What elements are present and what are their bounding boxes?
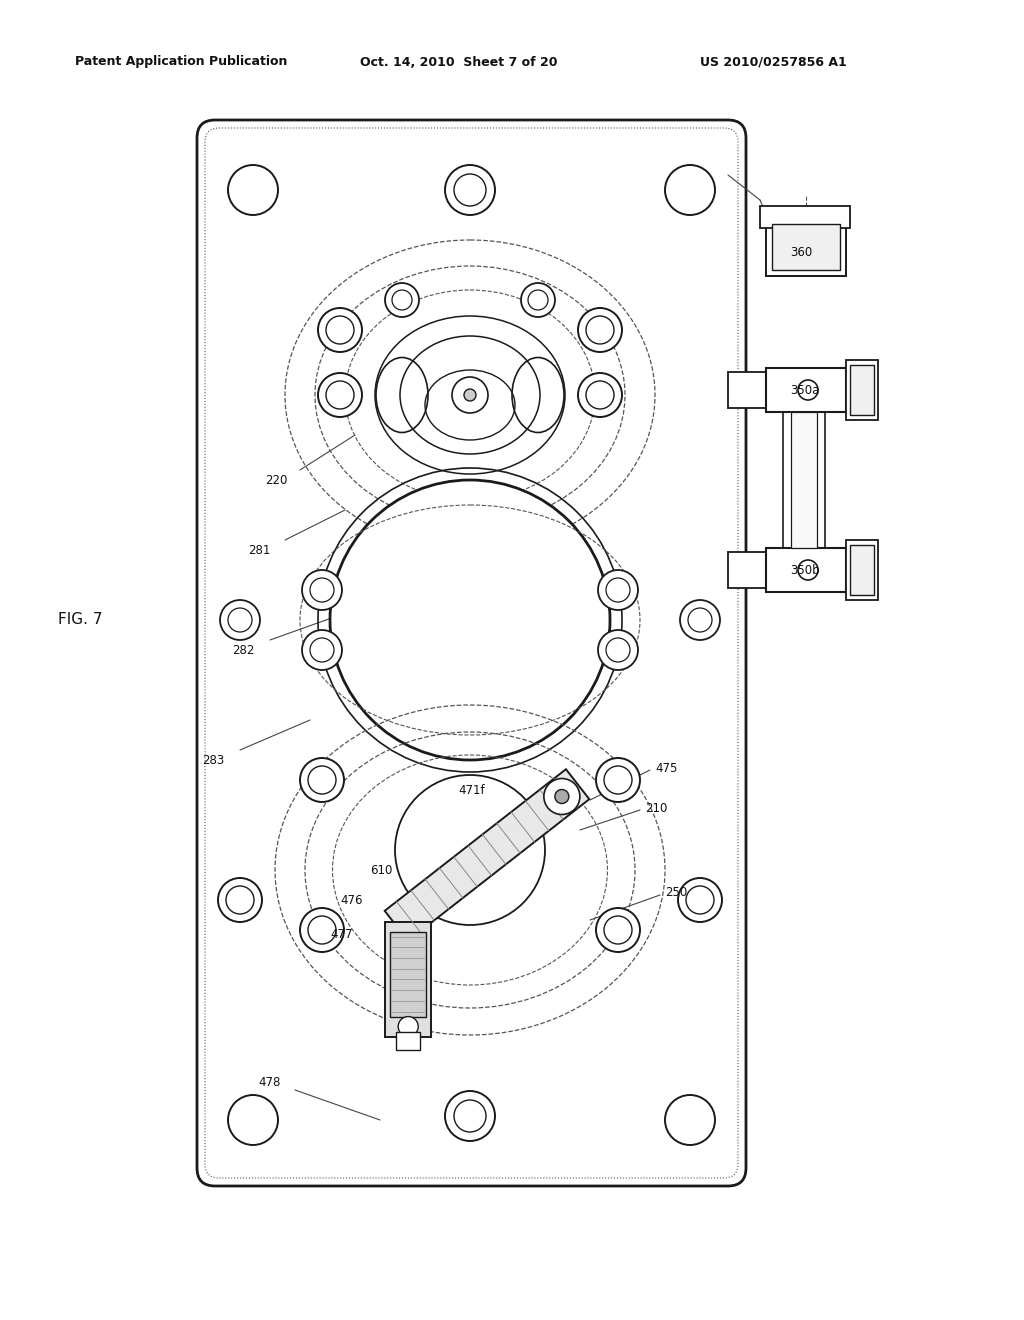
Circle shape — [798, 560, 818, 579]
Text: 360: 360 — [790, 246, 812, 259]
Circle shape — [302, 570, 342, 610]
Circle shape — [464, 389, 476, 401]
Text: 471f: 471f — [458, 784, 484, 796]
Bar — [728, 552, 766, 587]
Circle shape — [604, 916, 632, 944]
Text: 350b: 350b — [790, 564, 819, 577]
Circle shape — [220, 601, 260, 640]
Circle shape — [398, 1016, 418, 1036]
Circle shape — [578, 308, 622, 352]
Circle shape — [578, 374, 622, 417]
Bar — [846, 540, 878, 601]
Text: 210: 210 — [645, 801, 668, 814]
Bar — [728, 372, 766, 408]
Circle shape — [385, 282, 419, 317]
Text: 250: 250 — [665, 887, 687, 899]
Bar — [766, 548, 846, 591]
Circle shape — [452, 378, 488, 413]
Bar — [390, 932, 426, 1016]
Bar — [766, 218, 846, 276]
Circle shape — [604, 766, 632, 795]
Circle shape — [521, 282, 555, 317]
Circle shape — [598, 630, 638, 671]
Bar — [850, 366, 874, 414]
Bar — [850, 545, 874, 595]
Text: 220: 220 — [265, 474, 288, 487]
Text: FIG. 7: FIG. 7 — [58, 612, 102, 627]
Text: 475: 475 — [655, 762, 677, 775]
Circle shape — [678, 878, 722, 921]
Circle shape — [454, 1100, 486, 1133]
Text: Patent Application Publication: Patent Application Publication — [75, 55, 288, 69]
Bar — [396, 1031, 420, 1049]
Circle shape — [596, 758, 640, 803]
Circle shape — [330, 480, 610, 760]
Circle shape — [318, 308, 362, 352]
Text: Oct. 14, 2010  Sheet 7 of 20: Oct. 14, 2010 Sheet 7 of 20 — [360, 55, 557, 69]
Circle shape — [326, 315, 354, 345]
Circle shape — [528, 290, 548, 310]
FancyBboxPatch shape — [197, 120, 746, 1185]
Circle shape — [310, 638, 334, 663]
Bar — [385, 921, 431, 1036]
Circle shape — [302, 630, 342, 671]
Text: 610: 610 — [370, 863, 392, 876]
Text: 478: 478 — [258, 1076, 281, 1089]
Circle shape — [226, 886, 254, 913]
Circle shape — [596, 908, 640, 952]
Circle shape — [308, 766, 336, 795]
Circle shape — [606, 638, 630, 663]
Text: 281: 281 — [248, 544, 270, 557]
Circle shape — [300, 908, 344, 952]
Circle shape — [326, 381, 354, 409]
Circle shape — [392, 290, 412, 310]
Circle shape — [228, 1096, 278, 1144]
Circle shape — [586, 315, 614, 345]
Bar — [772, 224, 840, 271]
Circle shape — [686, 886, 714, 913]
Circle shape — [555, 789, 569, 804]
Circle shape — [454, 174, 486, 206]
Circle shape — [665, 1096, 715, 1144]
Circle shape — [445, 1092, 495, 1140]
Bar — [760, 206, 850, 228]
Text: 282: 282 — [232, 644, 254, 656]
Circle shape — [308, 916, 336, 944]
Circle shape — [544, 779, 580, 814]
Bar — [766, 368, 846, 412]
Circle shape — [300, 758, 344, 803]
Circle shape — [586, 381, 614, 409]
Circle shape — [228, 165, 278, 215]
Text: US 2010/0257856 A1: US 2010/0257856 A1 — [700, 55, 847, 69]
Text: 476: 476 — [340, 894, 362, 907]
Circle shape — [598, 570, 638, 610]
Circle shape — [318, 374, 362, 417]
Circle shape — [445, 165, 495, 215]
Circle shape — [395, 775, 545, 925]
Circle shape — [688, 609, 712, 632]
Circle shape — [606, 578, 630, 602]
Circle shape — [665, 165, 715, 215]
Circle shape — [680, 601, 720, 640]
Text: 283: 283 — [202, 754, 224, 767]
Text: 477: 477 — [330, 928, 352, 941]
Circle shape — [310, 578, 334, 602]
Bar — [791, 412, 817, 548]
Circle shape — [798, 380, 818, 400]
Circle shape — [228, 609, 252, 632]
Bar — [783, 412, 825, 548]
Text: 350a: 350a — [790, 384, 819, 396]
Polygon shape — [385, 770, 590, 941]
Bar — [846, 360, 878, 420]
Circle shape — [218, 878, 262, 921]
